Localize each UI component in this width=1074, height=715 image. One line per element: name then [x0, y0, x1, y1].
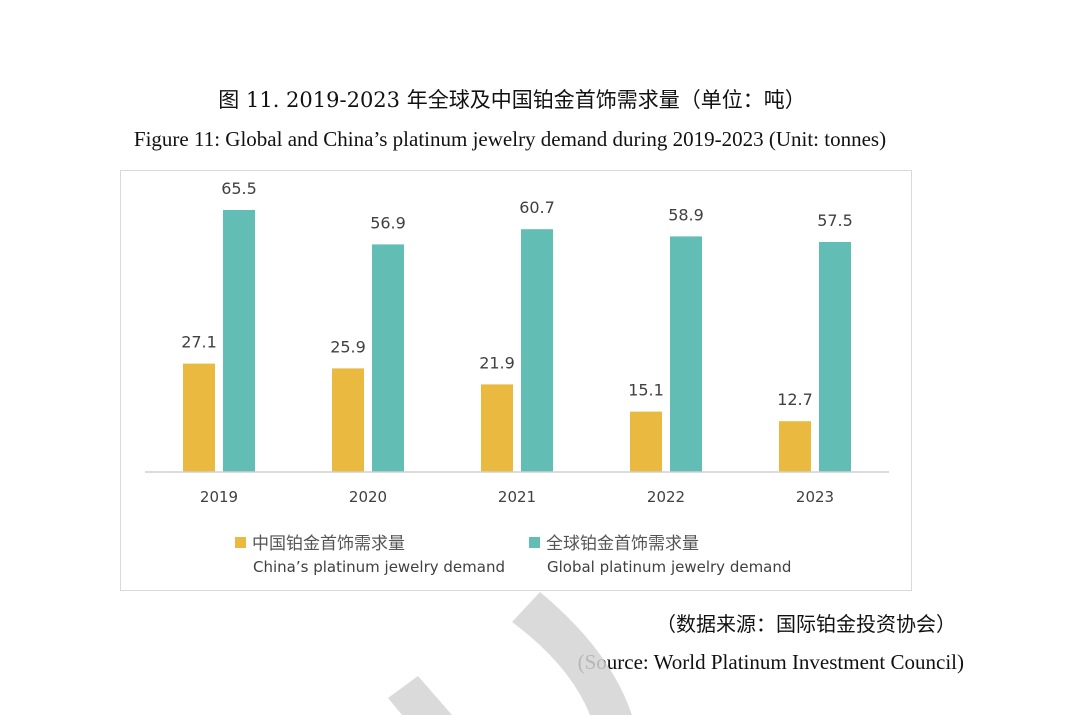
- figure-title-english: Figure 11: Global and China’s platinum j…: [133, 127, 887, 151]
- x-tick-label-2022: 2022: [647, 488, 685, 506]
- legend-item-global: 全球铂金首饰需求量 Global platinum jewelry demand: [529, 529, 791, 576]
- bar-china-2022: [630, 411, 662, 472]
- legend-label-china-zh: 中国铂金首饰需求量: [252, 534, 405, 554]
- source-note-chinese: （数据来源：国际铂金投资协会）: [656, 612, 956, 636]
- x-tick-label-2019: 2019: [200, 488, 238, 506]
- bar-global-2022: [670, 236, 702, 472]
- legend-item-china: 中国铂金首饰需求量 China’s platinum jewelry deman…: [235, 529, 505, 576]
- data-label-china-2020: 25.9: [330, 337, 366, 356]
- legend-swatch-global: [529, 537, 540, 548]
- x-tick-label-2020: 2020: [349, 488, 387, 506]
- legend-label-global-en: Global platinum jewelry demand: [547, 558, 792, 576]
- bar-global-2019: [223, 210, 255, 472]
- data-label-global-2020: 56.9: [370, 213, 406, 232]
- data-label-global-2022: 58.9: [668, 205, 704, 224]
- data-label-global-2023: 57.5: [817, 211, 853, 230]
- x-tick-label-2021: 2021: [498, 488, 536, 506]
- figure-title-chinese: 图 11. 2019-2023 年全球及中国铂金首饰需求量（单位：吨）: [218, 88, 806, 112]
- data-label-china-2022: 15.1: [628, 381, 664, 400]
- chart-container: 27.1 65.5 2019 25.9 56.9 2020 21.9 60.7 2021 15.1…: [120, 170, 912, 591]
- data-label-china-2019: 27.1: [181, 333, 217, 352]
- source-note-english: (Source: World Platinum Investment Counc…: [577, 650, 964, 674]
- legend-label-global-zh: 全球铂金首饰需求量: [546, 534, 699, 554]
- bar-china-2023: [779, 421, 811, 472]
- data-label-china-2021: 21.9: [479, 353, 515, 372]
- legend-label-china-en: China’s platinum jewelry demand: [253, 558, 505, 576]
- data-label-global-2019: 65.5: [221, 179, 257, 198]
- bar-china-2019: [183, 363, 215, 472]
- legend-swatch-china: [235, 537, 246, 548]
- bar-china-2021: [481, 384, 513, 472]
- bar-global-2023: [819, 242, 851, 472]
- data-label-china-2023: 12.7: [777, 390, 813, 409]
- data-label-global-2021: 60.7: [519, 198, 555, 217]
- bar-global-2021: [521, 229, 553, 472]
- x-tick-label-2023: 2023: [796, 488, 834, 506]
- bar-china-2020: [332, 368, 364, 472]
- bar-chart: 27.1 65.5 2019 25.9 56.9 2020 21.9 60.7 2021 15.1…: [145, 179, 889, 506]
- bar-global-2020: [372, 244, 404, 472]
